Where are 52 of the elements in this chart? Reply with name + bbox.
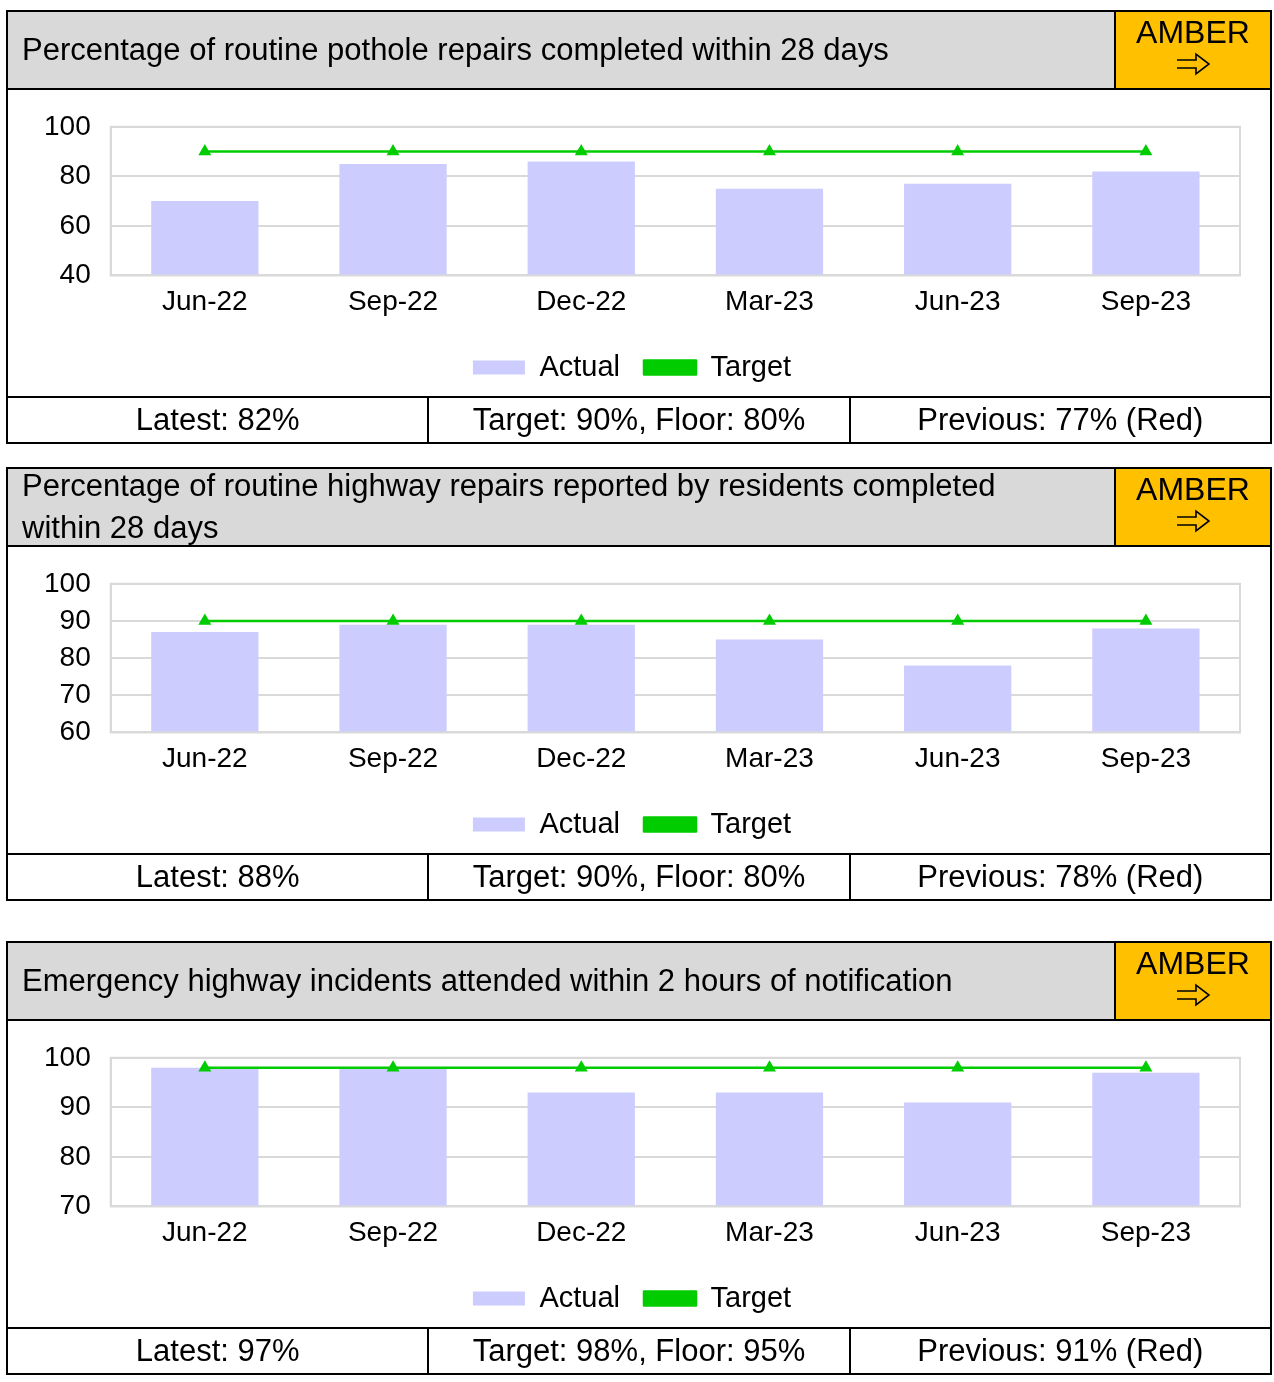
x-tick-label: Jun-22 <box>162 741 248 773</box>
legend-label: Actual <box>539 806 621 839</box>
text: AMBER <box>1135 945 1251 982</box>
y-tick-label: 80 <box>59 159 91 191</box>
text: Latest: 88% <box>134 858 301 896</box>
x-tick-label: Sep-22 <box>347 284 439 316</box>
x-tick-label: Dec-22 <box>536 1215 627 1247</box>
x-tick-label: Jun-22 <box>162 1215 248 1247</box>
y-tick-label: 100 <box>44 1040 91 1072</box>
x-tick-label: Mar-23 <box>725 741 814 773</box>
legend-label: Target <box>710 806 792 839</box>
legend-label: Actual <box>539 1280 621 1313</box>
text: Latest: 82% <box>134 401 301 439</box>
text: AMBER <box>1135 14 1251 51</box>
x-tick-label: Mar-23 <box>725 284 814 316</box>
y-tick-label: 90 <box>59 1090 91 1122</box>
text: Previous: 77% (Red) <box>848 398 1270 442</box>
y-tick-label: 100 <box>44 109 91 141</box>
chart-title: Percentage of routine pothole repairs completed within 28 days <box>8 12 1114 88</box>
y-tick-label: 70 <box>59 1189 91 1221</box>
y-tick-label: 60 <box>59 715 91 747</box>
x-tick-label: Sep-22 <box>347 741 439 773</box>
text: Previous: 78% (Red) <box>848 855 1270 899</box>
x-tick-label: Jun-23 <box>914 1215 1001 1247</box>
x-tick-label: Jun-22 <box>162 284 248 316</box>
x-tick-label: Sep-23 <box>1100 1215 1192 1247</box>
chart-title: Percentage of routine highway repairs reported by residents completed within 28 days <box>8 468 1114 545</box>
text: AMBER <box>1135 471 1251 508</box>
y-tick-label: 70 <box>59 677 91 709</box>
text: Previous: 91% (Red) <box>848 1329 1270 1373</box>
y-tick-label: 100 <box>44 566 91 598</box>
text: Target: 98%, Floor: 95% <box>427 1329 849 1373</box>
x-tick-label: Jun-23 <box>914 741 1001 773</box>
x-tick-label: Jun-23 <box>914 284 1001 316</box>
text: Latest: 97% <box>134 1332 301 1370</box>
y-tick-label: 80 <box>59 1139 91 1171</box>
legend-label: Target <box>710 1280 792 1313</box>
chart-title: Emergency highway incidents attended within 2 hours of notification <box>8 943 1114 1019</box>
x-tick-label: Sep-23 <box>1100 284 1192 316</box>
text: Target: 90%, Floor: 80% <box>427 855 849 899</box>
text: Target: 90%, Floor: 80% <box>427 398 849 442</box>
x-tick-label: Sep-23 <box>1100 741 1192 773</box>
legend-label: Actual <box>539 349 621 382</box>
x-tick-label: Dec-22 <box>536 284 627 316</box>
legend-label: Target <box>710 349 792 382</box>
x-tick-label: Dec-22 <box>536 741 627 773</box>
y-tick-label: 60 <box>59 208 91 240</box>
x-tick-label: Mar-23 <box>725 1215 814 1247</box>
y-tick-label: 80 <box>59 640 91 672</box>
y-tick-label: 90 <box>59 603 91 635</box>
y-tick-label: 40 <box>59 258 91 290</box>
x-tick-label: Sep-22 <box>347 1215 439 1247</box>
